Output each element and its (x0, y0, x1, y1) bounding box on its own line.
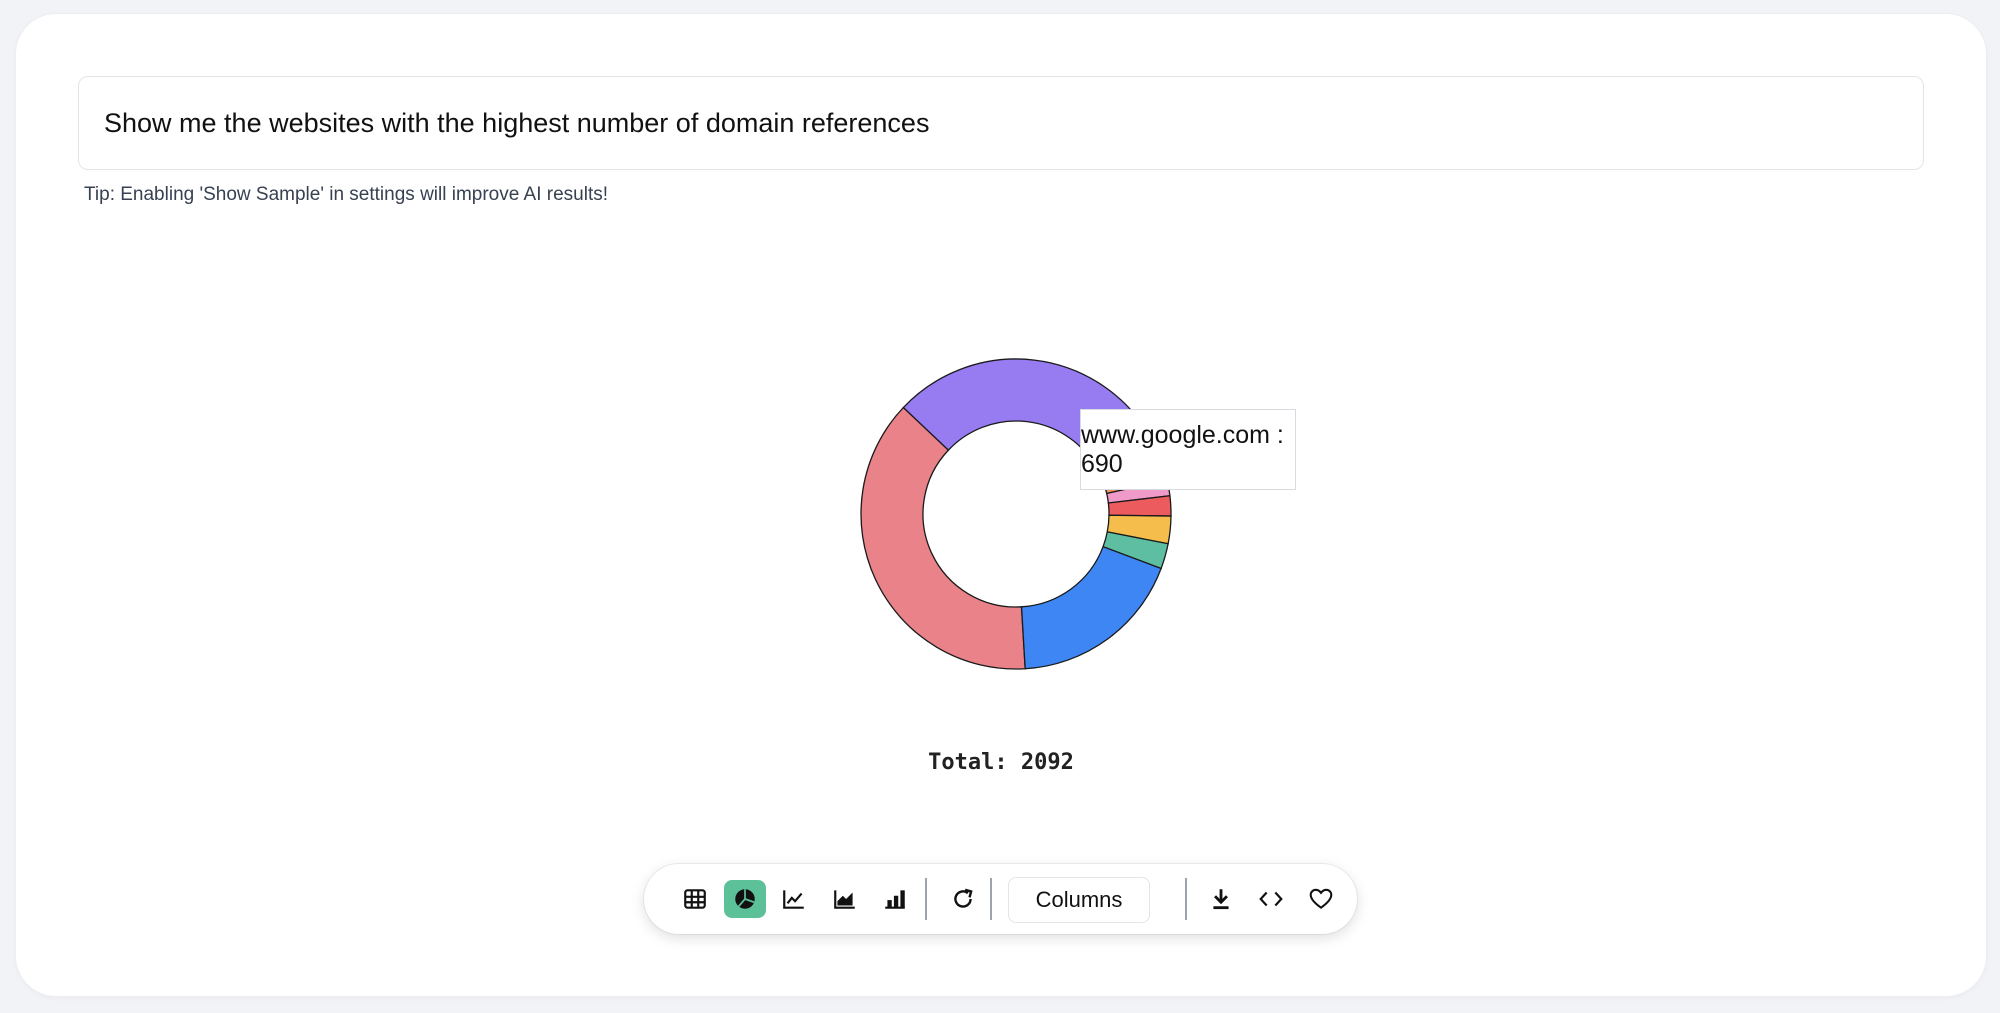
donut-slice[interactable] (1020, 545, 1162, 670)
line-chart-button[interactable] (773, 880, 815, 918)
pie-chart-button[interactable] (724, 880, 766, 918)
columns-button[interactable]: Columns (1008, 877, 1150, 923)
table-view-button[interactable] (674, 880, 716, 918)
download-icon (1213, 889, 1229, 910)
toolbar-divider (925, 878, 927, 920)
pie-chart-icon (735, 889, 755, 909)
refresh-button[interactable] (942, 880, 984, 918)
donut-chart (860, 358, 1172, 670)
donut-slice[interactable] (860, 406, 1026, 670)
line-chart-icon (783, 890, 804, 909)
query-input[interactable]: Show me the websites with the highest nu… (78, 76, 1924, 170)
code-button[interactable] (1250, 880, 1292, 918)
heart-icon (1309, 888, 1333, 909)
area-chart-button[interactable] (824, 880, 866, 918)
tip-text: Tip: Enabling 'Show Sample' in settings … (84, 184, 609, 205)
query-text: Show me the websites with the highest nu… (104, 107, 930, 138)
favorite-button[interactable] (1300, 880, 1342, 918)
main-card: Show me the websites with the highest nu… (16, 14, 1986, 996)
bar-chart-button[interactable] (874, 880, 916, 918)
area-chart-icon (834, 890, 855, 909)
toolbar-divider (1185, 878, 1187, 920)
chart-tooltip: www.google.com : 690 (1080, 409, 1296, 490)
toolbar-divider (990, 878, 992, 920)
download-button[interactable] (1200, 880, 1242, 918)
code-icon (1259, 891, 1283, 907)
refresh-icon (954, 888, 973, 908)
bar-chart-icon (885, 890, 905, 909)
table-icon (684, 889, 706, 909)
chart-total: Total: 2092 (928, 750, 1074, 775)
chart-toolbar: Columns (644, 864, 1357, 934)
